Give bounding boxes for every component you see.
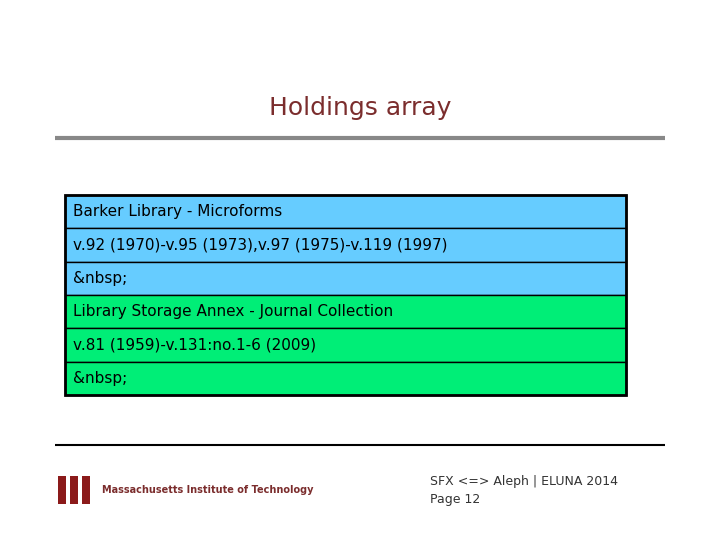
Bar [70,476,78,504]
Text: SFX <=> Aleph | ELUNA 2014: SFX <=> Aleph | ELUNA 2014 [430,476,618,489]
Bar [65,228,626,262]
Text: v.81 (1959)-v.131:no.1-6 (2009): v.81 (1959)-v.131:no.1-6 (2009) [73,338,316,353]
Bar [82,476,90,504]
Bar [68,488,80,492]
Bar [70,476,78,504]
Bar [56,488,68,492]
Bar [65,295,626,328]
Text: v.92 (1970)-v.95 (1973),v.97 (1975)-v.119 (1997): v.92 (1970)-v.95 (1973),v.97 (1975)-v.11… [73,238,447,253]
Text: Page 12: Page 12 [430,494,480,507]
Bar [58,476,66,504]
Bar [65,328,626,362]
Text: &nbsp;: &nbsp; [73,371,127,386]
Text: &nbsp;: &nbsp; [73,271,127,286]
Bar [58,476,66,504]
Text: Library Storage Annex - Journal Collection: Library Storage Annex - Journal Collecti… [73,304,393,319]
Text: Barker Library - Microforms: Barker Library - Microforms [73,204,282,219]
Text: Massachusetts Institute of Technology: Massachusetts Institute of Technology [102,485,313,495]
Bar [80,488,92,492]
Bar [65,195,626,395]
Bar [82,476,90,504]
Text: Holdings array: Holdings array [269,96,451,120]
Bar [65,362,626,395]
Bar [65,262,626,295]
Bar [65,195,626,228]
